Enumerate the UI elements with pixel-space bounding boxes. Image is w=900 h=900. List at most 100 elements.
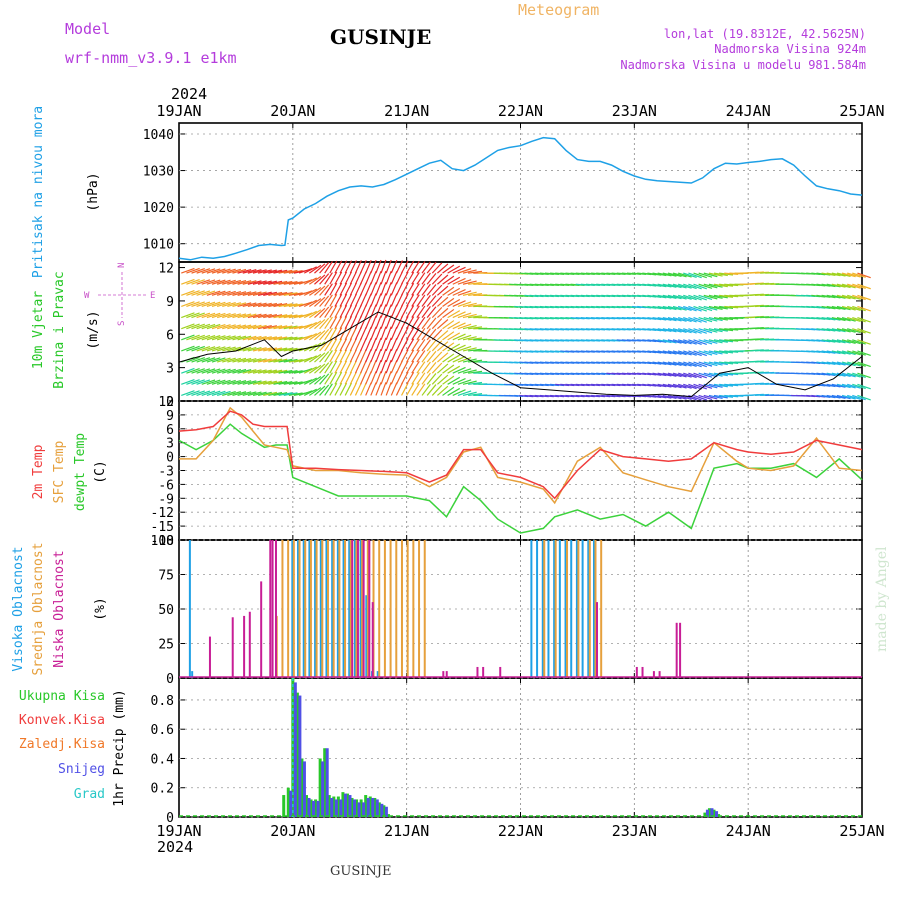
wind-arrow [662,294,677,299]
wind-arrow [462,280,477,285]
wind-arrow [390,360,398,374]
wind-arrow [273,358,288,363]
wind-arrow [375,282,382,296]
wind-arrow [242,346,257,352]
precip-total-bar [291,678,295,817]
wind-arrow [452,266,466,274]
cloud-mid-bar [344,540,347,678]
wind-arrow [181,301,195,308]
wind-arrow [268,380,283,385]
y-tick-label: -18 [151,534,174,549]
wind-arrow [857,305,871,312]
wind-arrow [411,260,420,274]
wind-arrow [719,283,734,287]
wind-arrow [437,296,449,307]
wind-arrow [426,306,437,318]
wind-arrow [708,372,723,377]
wind-arrow [349,271,357,285]
wind-arrow [431,362,443,374]
wind-arrow [257,380,272,385]
wind-arrow [242,391,257,397]
wind-arrow [426,350,437,363]
wind-arrow [370,326,377,341]
wind-arrow [836,383,851,389]
wind-arrow [237,335,252,341]
wind-arrow [354,304,362,318]
wind-arrow [344,349,353,363]
wind-arrow [186,356,200,363]
wind-arrow [211,357,226,363]
wind-arrow [365,326,372,341]
wind-arrow [841,372,856,378]
wind-arrow [836,350,851,355]
wind-arrow [708,339,723,344]
wind-arrow [411,305,420,318]
wind-arrow [662,305,677,311]
wind-arrow [447,265,461,274]
wind-arrow [309,375,322,385]
wind-arrow [380,293,387,307]
wind-arrow [216,390,231,397]
wind-arrow [437,274,449,285]
wind-arrow [468,281,483,285]
cloud-high-bar [592,540,595,678]
wind-arrow [852,305,866,312]
wind-arrow [263,369,278,374]
wind-arrow [713,383,728,388]
wind-arrow [360,360,367,374]
time-label-bottom: 23JAN [612,822,657,840]
wind-arrow [662,383,677,388]
wind-arrow [688,350,702,357]
wind-arrow [329,282,338,296]
wind-arrow [719,317,734,321]
wind-arrow [211,290,226,296]
time-label-bottom: 19JAN [156,822,201,840]
wind-arrow [390,315,398,329]
wind-arrow [457,368,472,374]
wind-arrow [283,369,298,374]
wind-arrow [447,365,461,374]
wind-arrow [324,372,333,385]
wind-arrow [298,390,313,397]
compass-south: S [117,321,127,326]
wind-arrow [826,294,841,299]
precip-snow-bar [705,809,709,817]
wind-arrow [390,337,398,352]
wind-arrow [298,334,313,341]
wind-arrow [713,272,728,277]
wind-arrow [252,369,267,374]
wind-arrow [252,335,267,341]
wind-arrow [452,344,466,352]
cloud-low-bar [260,581,263,678]
wind-speed-line [178,311,863,398]
wind-arrow [703,317,718,322]
wind-arrow [847,339,861,345]
wind-arrow [698,283,713,289]
wind-arrow [186,301,200,308]
wind-arrow [395,282,403,296]
wind-arrow [196,334,211,341]
precip-snow-bar [312,800,316,817]
wind-arrow [841,394,856,400]
wind-arrow [688,339,702,346]
wind-arrow [339,327,348,341]
cloud-high-bar [342,540,345,678]
wind-arrow [719,350,734,354]
wind-arrow [411,272,420,285]
wind-arrow [411,283,420,296]
wind-arrow [273,280,288,285]
wind-arrow [452,289,466,296]
wind-arrow [698,305,713,312]
wind-arrow [708,283,723,288]
wind-arrow [431,351,443,363]
precip-total-bar [712,809,716,817]
wind-arrow [181,345,195,352]
wind-arrow [708,294,723,299]
wind-arrow [442,308,455,319]
wind-arrow [693,339,707,345]
y-tick-label: 0.6 [151,723,174,738]
wind-arrow [222,357,236,363]
wind-arrow [278,347,293,352]
wind-arrow [314,263,326,274]
time-label-top: 19JAN [156,102,201,120]
